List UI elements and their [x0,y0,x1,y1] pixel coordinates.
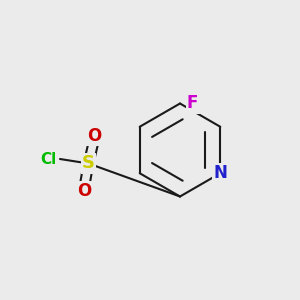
Text: S: S [82,154,95,172]
Text: O: O [87,127,102,145]
Text: F: F [187,94,198,112]
Text: N: N [213,164,227,182]
Text: O: O [77,182,91,200]
Text: Cl: Cl [41,152,57,166]
